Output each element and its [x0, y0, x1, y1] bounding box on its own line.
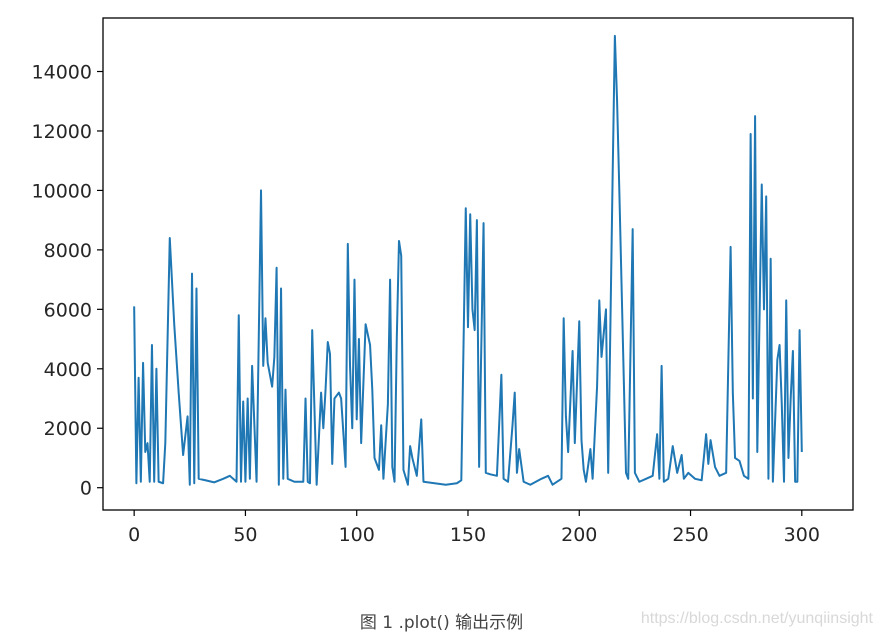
x-tick-label: 100	[339, 524, 375, 546]
series-line	[133, 34, 803, 486]
line-chart: 0 50 100 150 200 250 300 0 2000 4000 6000 8000 1000…	[32, 17, 854, 546]
watermark: https://blog.csdn.net/yunqiinsight	[640, 610, 873, 627]
x-tick-label: 150	[450, 524, 486, 546]
y-tick-label: 0	[80, 478, 92, 500]
figure-caption: 图 1 .plot() 输出示例	[359, 613, 524, 633]
x-axis: 0 50 100 150 200 250 300	[128, 510, 820, 546]
y-tick-label: 8000	[44, 240, 92, 262]
x-tick-label: 250	[672, 524, 708, 546]
y-tick-label: 2000	[44, 418, 92, 440]
y-tick-label: 10000	[32, 180, 92, 202]
y-axis: 0 2000 4000 6000 8000 10000 12000 14000	[32, 62, 103, 500]
x-tick-label: 200	[561, 524, 597, 546]
x-tick-label: 50	[233, 524, 257, 546]
y-tick-label: 6000	[44, 299, 92, 321]
x-tick-label: 0	[128, 524, 140, 546]
y-tick-label: 4000	[44, 359, 92, 381]
y-tick-label: 14000	[32, 62, 92, 84]
y-tick-label: 12000	[32, 121, 92, 143]
x-tick-label: 300	[784, 524, 820, 546]
